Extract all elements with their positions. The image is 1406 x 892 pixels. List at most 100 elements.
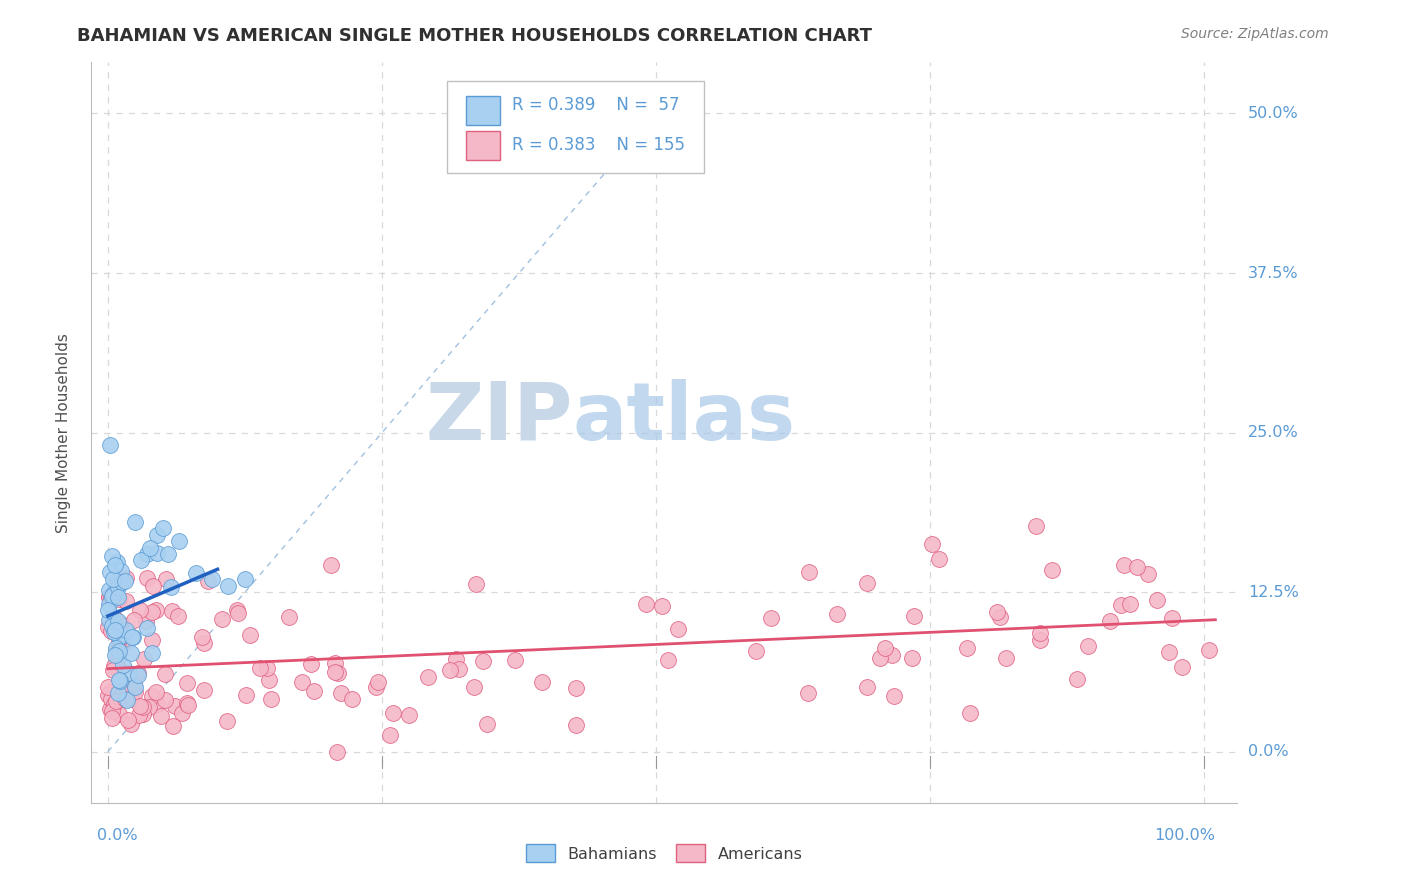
Point bbox=[249, 661, 271, 675]
Point bbox=[97, 619, 120, 633]
Point bbox=[103, 587, 125, 601]
Point bbox=[145, 603, 167, 617]
Point bbox=[124, 685, 146, 699]
Point bbox=[114, 691, 136, 706]
FancyBboxPatch shape bbox=[467, 95, 501, 126]
Text: atlas: atlas bbox=[572, 379, 796, 457]
Point bbox=[226, 603, 249, 617]
Text: 0.0%: 0.0% bbox=[1249, 744, 1289, 759]
Point bbox=[100, 691, 122, 706]
Point bbox=[141, 605, 163, 619]
Point bbox=[172, 706, 194, 720]
Point bbox=[138, 541, 160, 555]
Point bbox=[108, 673, 131, 688]
Point bbox=[193, 636, 215, 650]
Point bbox=[651, 599, 673, 614]
Point bbox=[98, 438, 121, 452]
Text: BAHAMIAN VS AMERICAN SINGLE MOTHER HOUSEHOLDS CORRELATION CHART: BAHAMIAN VS AMERICAN SINGLE MOTHER HOUSE… bbox=[77, 27, 872, 45]
Point bbox=[107, 641, 129, 656]
Point bbox=[108, 706, 131, 721]
Point bbox=[101, 614, 124, 628]
Point bbox=[157, 547, 180, 561]
Point bbox=[100, 591, 122, 605]
Point bbox=[120, 717, 142, 731]
Point bbox=[101, 711, 124, 725]
Point bbox=[103, 610, 125, 624]
Point bbox=[235, 689, 257, 703]
Point bbox=[114, 635, 136, 649]
Point bbox=[112, 678, 135, 692]
Point bbox=[104, 694, 127, 708]
Point bbox=[959, 706, 981, 721]
Point bbox=[745, 644, 768, 658]
Point bbox=[124, 515, 146, 529]
Point bbox=[827, 607, 849, 621]
Point bbox=[759, 611, 782, 625]
Point bbox=[115, 594, 138, 608]
Point bbox=[398, 708, 420, 723]
Text: ZIP: ZIP bbox=[426, 379, 572, 457]
Point bbox=[657, 653, 679, 667]
Point bbox=[1170, 659, 1192, 673]
Point bbox=[176, 696, 198, 710]
Point bbox=[439, 663, 461, 677]
Point bbox=[155, 572, 177, 586]
Point bbox=[107, 591, 129, 605]
Point bbox=[190, 630, 212, 644]
Point bbox=[928, 552, 950, 566]
Point bbox=[797, 565, 820, 579]
Point bbox=[108, 592, 131, 607]
Point bbox=[98, 565, 121, 579]
Point bbox=[98, 597, 121, 611]
Point bbox=[1112, 558, 1135, 572]
Point bbox=[162, 719, 184, 733]
Point bbox=[110, 564, 132, 578]
Point bbox=[114, 574, 136, 589]
Point bbox=[1126, 559, 1149, 574]
Point bbox=[330, 686, 353, 700]
Point bbox=[132, 706, 155, 721]
Point bbox=[111, 684, 134, 698]
Legend: Bahamians, Americans: Bahamians, Americans bbox=[520, 838, 808, 869]
Point bbox=[97, 603, 120, 617]
Point bbox=[136, 571, 159, 585]
Point bbox=[239, 627, 262, 641]
Point bbox=[226, 606, 249, 620]
Point bbox=[167, 534, 190, 549]
Point bbox=[146, 546, 169, 560]
Point bbox=[104, 558, 127, 572]
Point bbox=[101, 589, 124, 603]
Point bbox=[257, 673, 280, 687]
Point bbox=[142, 579, 165, 593]
Point bbox=[1025, 518, 1047, 533]
Point bbox=[107, 641, 129, 656]
Text: 12.5%: 12.5% bbox=[1249, 584, 1299, 599]
Point bbox=[136, 547, 159, 561]
Point bbox=[1160, 610, 1182, 624]
Point bbox=[378, 728, 401, 742]
Point bbox=[111, 676, 134, 690]
Text: Single Mother Households: Single Mother Households bbox=[56, 333, 72, 533]
Point bbox=[1077, 639, 1099, 653]
Point bbox=[114, 571, 136, 585]
Point bbox=[103, 658, 125, 673]
Point bbox=[956, 640, 979, 655]
Text: 0.0%: 0.0% bbox=[97, 829, 138, 843]
Point bbox=[136, 621, 159, 635]
Point bbox=[1198, 642, 1220, 657]
Point bbox=[530, 674, 553, 689]
Point bbox=[366, 680, 388, 694]
Point bbox=[416, 670, 439, 684]
Point bbox=[107, 662, 129, 676]
Point bbox=[128, 699, 150, 714]
Point bbox=[98, 590, 121, 604]
Point bbox=[104, 585, 127, 599]
Point bbox=[342, 691, 364, 706]
Point bbox=[105, 555, 128, 569]
Point bbox=[193, 683, 215, 698]
Point bbox=[108, 630, 131, 644]
Point bbox=[100, 685, 122, 699]
Point bbox=[120, 692, 142, 706]
Point bbox=[797, 685, 820, 699]
Point bbox=[111, 574, 134, 589]
